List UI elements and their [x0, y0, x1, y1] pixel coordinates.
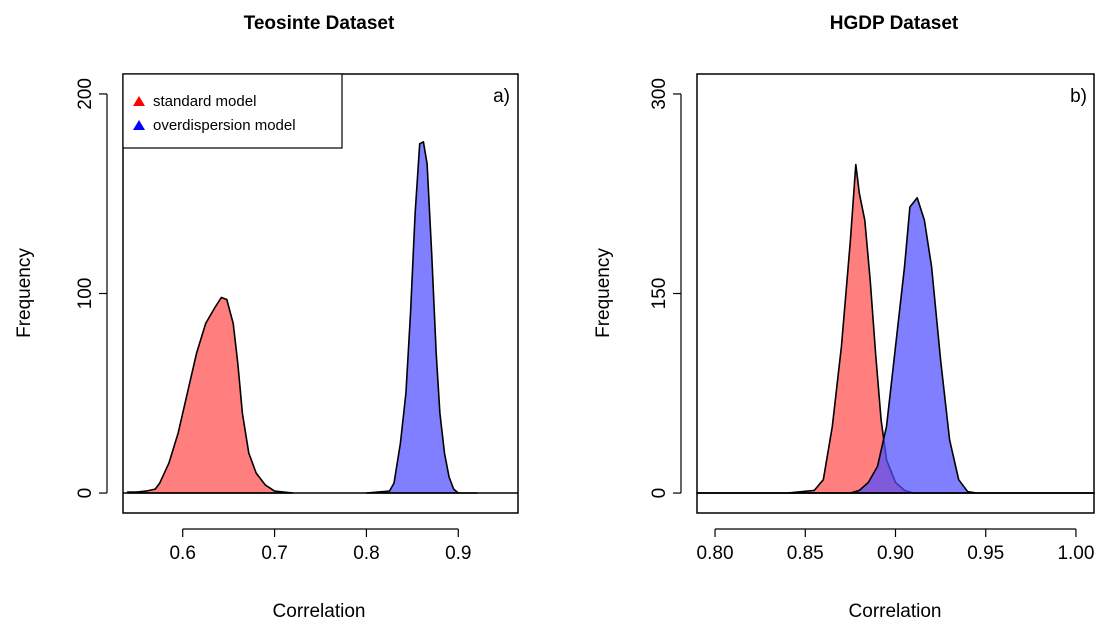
y-tick-label: 100 [75, 278, 96, 310]
panel-title: Teosinte Dataset [244, 13, 395, 34]
y-axis: 0 100 200 [75, 78, 108, 499]
y-axis-label: Frequency [14, 248, 35, 338]
panel-title: HGDP Dataset [830, 13, 959, 34]
series-area-standard-model [126, 296, 294, 494]
legend-marker-standard [133, 96, 145, 106]
y-tick-label: 150 [649, 278, 670, 310]
legend-box [122, 73, 343, 149]
y-tick-label: 300 [649, 78, 670, 110]
x-tick-label: 1.00 [1057, 543, 1094, 564]
y-axis: 0 150 300 [649, 78, 682, 499]
x-axis-label: Correlation [273, 601, 366, 622]
x-tick-label: 0.8 [353, 543, 379, 564]
x-tick-label: 0.80 [697, 543, 734, 564]
y-axis-label: Frequency [593, 248, 614, 338]
panel-tag: a) [493, 86, 510, 107]
y-tick-label: 0 [75, 488, 96, 499]
plot-frame [696, 73, 1095, 514]
panel-tag: b) [1070, 86, 1087, 107]
series-layer [126, 141, 478, 494]
legend-label-overdispersion: overdispersion model [153, 117, 296, 134]
x-tick-label: 0.6 [169, 543, 195, 564]
x-axis: 0.6 0.7 0.8 0.9 [169, 528, 472, 564]
series-area-overdispersion-model [365, 141, 478, 494]
x-axis: 0.80 0.85 0.90 0.95 1.00 [697, 528, 1094, 564]
series-layer [696, 163, 1095, 494]
series-area-overdispersion-model [696, 196, 1095, 494]
y-tick-label: 200 [75, 78, 96, 110]
x-tick-label: 0.7 [261, 543, 287, 564]
x-tick-label: 0.90 [877, 543, 914, 564]
panel-teosinte: Teosinte Dataset 0.6 0.7 0.8 0.9 0 100 200 a)… [14, 13, 519, 622]
legend: standard model overdispersion model [122, 73, 343, 149]
y-tick-label: 0 [649, 488, 670, 499]
panel-hgdp: HGDP Dataset 0.80 0.85 0.90 0.95 1.00 0 150 30… [593, 13, 1095, 622]
x-tick-label: 0.85 [787, 543, 824, 564]
legend-label-standard: standard model [153, 93, 256, 110]
x-tick-label: 0.95 [967, 543, 1004, 564]
legend-marker-overdispersion [133, 120, 145, 130]
x-axis-label: Correlation [849, 601, 942, 622]
x-tick-label: 0.9 [445, 543, 471, 564]
